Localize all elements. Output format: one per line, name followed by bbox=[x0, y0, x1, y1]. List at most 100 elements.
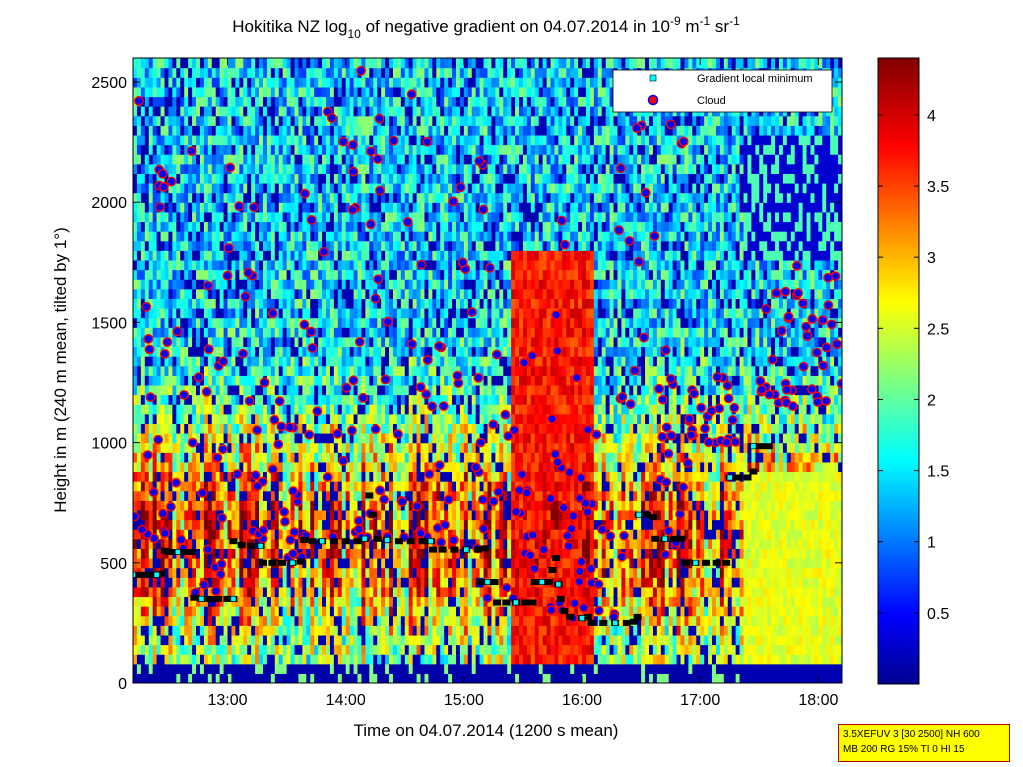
gradient-min-bar bbox=[450, 546, 459, 553]
cloud-point bbox=[467, 307, 477, 318]
colorbar-tick-label: 1.5 bbox=[927, 464, 949, 481]
cloud-point bbox=[443, 494, 454, 505]
colorbar-tick-label: 3.5 bbox=[927, 179, 949, 196]
plot-frame bbox=[132, 57, 843, 684]
cloud-point bbox=[684, 414, 695, 424]
gradient-min-bar bbox=[429, 546, 438, 553]
cloud-point bbox=[714, 403, 725, 414]
gradient-min-point bbox=[289, 560, 296, 566]
x-axis-label: Time on 04.07.2014 (1200 s mean) bbox=[354, 721, 619, 740]
cloud-point bbox=[365, 219, 376, 230]
cloud-point bbox=[657, 431, 668, 442]
gradient-min-bar bbox=[223, 595, 232, 602]
cloud-point bbox=[434, 460, 445, 471]
cloud-point bbox=[137, 524, 148, 535]
cloud-point bbox=[415, 528, 426, 539]
cloud-point bbox=[583, 424, 593, 435]
gradient-min-bar bbox=[237, 541, 246, 548]
cloud-point bbox=[159, 528, 170, 539]
cloud-point bbox=[289, 527, 300, 537]
cloud-point bbox=[375, 485, 385, 496]
cloud-point bbox=[574, 576, 585, 587]
cloud-point bbox=[407, 339, 417, 349]
gradient-min-bar bbox=[329, 538, 338, 545]
cloud-point bbox=[179, 389, 190, 400]
cloud-point bbox=[776, 325, 787, 336]
cloud-point bbox=[440, 520, 450, 530]
cloud-point bbox=[356, 65, 366, 76]
cloud-point bbox=[767, 354, 778, 365]
gradient-min-bar bbox=[205, 595, 214, 602]
cloud-point bbox=[392, 429, 403, 440]
gradient-min-bar bbox=[181, 549, 189, 555]
cloud-point bbox=[142, 450, 153, 460]
cloud-point bbox=[406, 89, 417, 100]
cloud-point bbox=[660, 345, 671, 356]
cloud-point bbox=[307, 343, 318, 353]
cloud-point bbox=[527, 350, 537, 361]
gradient-min-point bbox=[463, 546, 469, 553]
cloud-point bbox=[322, 472, 333, 482]
gradient-min-point bbox=[539, 579, 545, 585]
cloud-point bbox=[525, 550, 536, 561]
cloud-point bbox=[568, 511, 579, 521]
gradient-min-bar bbox=[670, 535, 679, 542]
gradient-min-bar bbox=[438, 546, 447, 553]
cloud-point bbox=[203, 344, 214, 355]
gradient-min-bar bbox=[648, 514, 657, 521]
cloud-point bbox=[475, 437, 486, 448]
gradient-min-point bbox=[257, 543, 264, 549]
cloud-point bbox=[721, 437, 732, 448]
gradient-min-bar bbox=[406, 538, 415, 545]
gradient-min-point bbox=[662, 536, 668, 542]
cloud-point bbox=[509, 425, 520, 435]
cloud-point bbox=[574, 566, 585, 577]
cloud-point bbox=[615, 163, 626, 174]
cloud-point bbox=[617, 391, 628, 402]
cloud-point bbox=[249, 202, 259, 213]
cloud-point bbox=[634, 256, 644, 267]
cloud-point bbox=[348, 375, 359, 386]
cloud-point bbox=[821, 396, 831, 406]
cloud-point bbox=[279, 506, 290, 517]
gradient-min-bar bbox=[651, 535, 660, 542]
cloud-point bbox=[488, 419, 499, 430]
heatmap-cells bbox=[133, 58, 842, 683]
cloud-point bbox=[501, 582, 512, 593]
cloud-point bbox=[564, 467, 575, 478]
cloud-point bbox=[353, 524, 364, 535]
gradient-min-point bbox=[384, 537, 390, 543]
cloud-point bbox=[366, 146, 376, 157]
cloud-point bbox=[812, 397, 823, 407]
cloud-point bbox=[288, 486, 299, 496]
gradient-min-point bbox=[727, 474, 733, 481]
cloud-point bbox=[566, 523, 577, 534]
gradient-min-bar bbox=[630, 618, 638, 625]
colorbar-tick-label: 0.5 bbox=[927, 606, 949, 623]
gradient-min-bar bbox=[521, 599, 530, 606]
cloud-point bbox=[787, 401, 798, 411]
cloud-point bbox=[801, 321, 811, 332]
cloud-point bbox=[273, 439, 284, 450]
gradient-min-bar bbox=[474, 546, 482, 553]
gradient-min-bar bbox=[140, 571, 149, 578]
cloud-point bbox=[576, 556, 587, 567]
cloud-point bbox=[143, 333, 154, 344]
y-tick-label: 1000 bbox=[91, 436, 127, 453]
gradient-min-bar bbox=[548, 567, 557, 573]
gradient-min-bar bbox=[749, 468, 758, 475]
gradient-min-point bbox=[319, 538, 325, 544]
cloud-point bbox=[348, 166, 359, 177]
colorbar-ticks: 0.5 1 1.5 2 2.5 3 3.5 4 bbox=[878, 108, 949, 623]
cloud-point bbox=[594, 605, 604, 616]
cloud-point bbox=[793, 288, 803, 298]
gradient-min-bar bbox=[368, 511, 377, 518]
cloud-point bbox=[199, 579, 209, 590]
gradient-min-bar bbox=[373, 535, 382, 542]
cloud-point bbox=[597, 524, 608, 535]
cloud-point bbox=[556, 215, 567, 226]
cloud-point bbox=[382, 316, 393, 327]
cloud-point bbox=[438, 401, 449, 411]
cloud-point bbox=[201, 386, 212, 397]
cloud-point bbox=[807, 384, 817, 394]
